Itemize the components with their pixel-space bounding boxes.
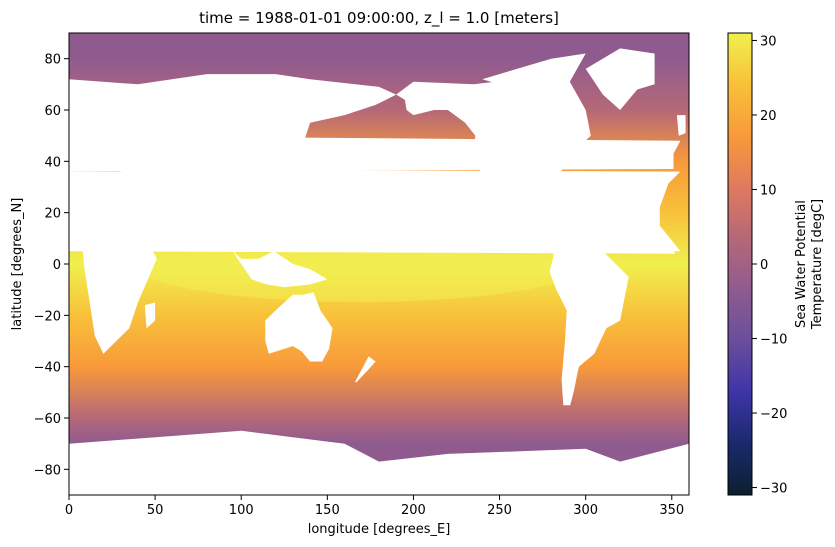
y-tick-label: 40 <box>44 155 61 170</box>
colorbar-label-line1: Sea Water Potential <box>794 200 809 328</box>
x-tick-label: 150 <box>315 503 340 518</box>
colorbar-tick-label: −10 <box>760 333 787 348</box>
colorbar-tick-label: −30 <box>760 482 787 497</box>
land-europe-west <box>69 135 681 172</box>
y-tick-label: 80 <box>44 53 61 68</box>
x-axis-label: longitude [degrees_E] <box>308 522 451 537</box>
y-tick-label: −80 <box>34 463 61 478</box>
y-tick-label: −20 <box>34 309 61 324</box>
land-japan <box>292 148 319 185</box>
x-tick-label: 300 <box>573 503 598 518</box>
x-tick-label: 100 <box>229 503 254 518</box>
y-tick-label: −40 <box>34 361 61 376</box>
x-tick-label: 200 <box>401 503 426 518</box>
colorbar-label-line2: Temperature [degC] <box>810 199 825 330</box>
land-uk <box>676 115 686 136</box>
y-axis: 80 60 40 20 0 −20 −40 −60 −80 <box>34 53 69 478</box>
y-tick-label: 60 <box>44 104 61 119</box>
land-north-america <box>396 79 591 246</box>
x-tick-label: 50 <box>147 503 164 518</box>
land-madagascar <box>144 302 156 329</box>
x-tick-label: 250 <box>487 503 512 518</box>
colorbar-tick-label: 20 <box>760 109 777 124</box>
colorbar <box>727 32 753 496</box>
y-tick-label: 0 <box>53 258 61 273</box>
y-axis-label: latitude [degrees_N] <box>10 198 25 331</box>
land-south-america <box>549 233 629 406</box>
land-indonesia <box>232 251 328 288</box>
land-africa-west <box>69 171 676 254</box>
y-tick-label: −60 <box>34 412 61 427</box>
colorbar-tick-label: 10 <box>760 183 777 198</box>
x-tick-label: 350 <box>659 503 684 518</box>
plot-area <box>69 33 689 495</box>
y-tick-label: 20 <box>44 207 61 222</box>
colorbar-axis: 30 20 10 0 −10 −20 −30 <box>752 34 787 497</box>
colorbar-tick-label: 0 <box>760 258 768 273</box>
x-axis: 0 50 100 150 200 250 300 350 <box>65 495 684 518</box>
x-tick-label: 0 <box>65 503 73 518</box>
land-arctic-islands <box>482 53 586 90</box>
land-antarctica <box>69 430 689 495</box>
land-greenland <box>585 48 655 110</box>
land-mask <box>69 48 689 495</box>
colorbar-tick-label: −20 <box>760 407 787 422</box>
chart-title: time = 1988-01-01 09:00:00, z_l = 1.0 [m… <box>199 9 559 28</box>
land-new-zealand <box>354 356 376 383</box>
land-australia <box>265 292 333 362</box>
colorbar-tick-label: 30 <box>760 34 777 49</box>
